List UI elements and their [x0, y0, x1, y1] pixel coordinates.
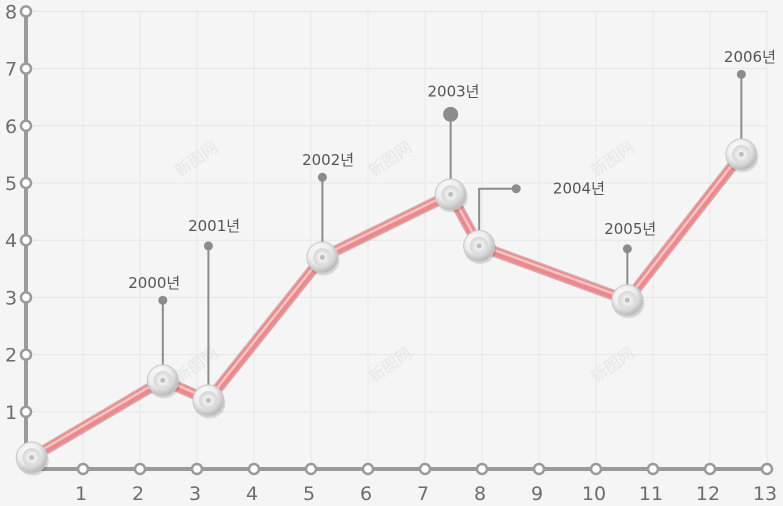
annotation-label: 2002년 [302, 151, 354, 169]
watermark-text: 新图网 [587, 137, 637, 180]
y-tick-marker [19, 176, 33, 190]
watermark-text: 新图网 [171, 137, 221, 180]
x-tick-label: 8 [474, 483, 486, 505]
y-tick-marker [19, 405, 33, 419]
data-point-center [160, 377, 166, 383]
y-tick-marker [19, 62, 33, 75]
annotation-label: 2000년 [128, 274, 180, 292]
x-tick-label: 2 [132, 483, 144, 505]
annotation-label: 2006년 [724, 48, 776, 66]
watermark-text: 新图网 [365, 343, 415, 386]
annotation-pin-dot [736, 69, 746, 79]
data-point [192, 384, 226, 419]
annotation-pin-dot [158, 295, 168, 305]
x-tick-label: 5 [303, 483, 315, 505]
y-tick-label: 2 [5, 345, 17, 367]
data-point-center [624, 297, 630, 303]
x-tick-label: 3 [189, 483, 201, 505]
x-tick-marker [760, 462, 774, 476]
annotation-label: 2001년 [188, 217, 240, 235]
data-points [15, 138, 759, 476]
y-tick-label: 6 [5, 116, 17, 138]
annotation-labels: 2000년 2001년 2002년 2003년 2004년 2005년 2006년 [128, 48, 776, 292]
y-tick-marker [19, 5, 33, 18]
annotation-label: 2005년 [604, 220, 656, 238]
x-tick-label: 6 [360, 483, 372, 505]
data-point [611, 284, 645, 319]
y-tick-label: 1 [5, 402, 17, 424]
x-tick-label: 11 [639, 483, 663, 505]
annotation-pin-dot [317, 172, 327, 182]
x-tick-marker [190, 462, 204, 476]
x-tick-marker [589, 462, 603, 476]
x-tick-label: 4 [246, 483, 258, 505]
y-tick-marker [19, 291, 33, 304]
data-point [463, 229, 497, 264]
data-point [306, 241, 340, 276]
x-tick-label: 13 [753, 483, 777, 505]
y-tick-label: 8 [5, 1, 17, 23]
x-tick-label: 7 [417, 483, 429, 505]
watermark-text: 新图网 [587, 343, 637, 386]
data-point-center [29, 455, 35, 461]
data-point [725, 138, 759, 173]
annotation-label: 2003년 [428, 82, 480, 100]
axes [19, 5, 774, 476]
y-tick-marker [19, 348, 33, 361]
x-tick-label: 10 [582, 483, 606, 505]
x-tick-marker [76, 462, 90, 476]
data-point [146, 364, 180, 399]
data-point-center [448, 191, 454, 197]
annotation-pin-dot [203, 241, 213, 251]
x-tick-label: 12 [696, 483, 720, 505]
x-tick-marker [247, 462, 261, 476]
x-tick-marker [418, 462, 432, 476]
y-tick-marker [19, 119, 33, 133]
annotation-connector [478, 187, 517, 246]
annotation-pin-dot [511, 184, 521, 194]
y-tick-label: 4 [5, 230, 17, 252]
y-tick-marker [19, 233, 33, 247]
y-tick-label: 3 [5, 287, 17, 309]
x-tick-marker [646, 462, 660, 476]
x-tick-marker [133, 462, 147, 476]
data-point-center [205, 397, 211, 403]
x-tick-label: 1 [75, 483, 87, 505]
data-point [434, 178, 468, 213]
annotation-pin-dot [443, 106, 459, 122]
grid [26, 10, 768, 469]
x-tick-marker [361, 462, 375, 476]
x-tick-marker [304, 462, 318, 476]
data-point-center [738, 151, 744, 157]
annotation-label: 2004년 [553, 180, 605, 198]
x-tick-label: 9 [531, 483, 543, 505]
data-point-center [476, 243, 482, 249]
annotation-pin-dot [622, 244, 632, 254]
data-point-center [319, 254, 325, 260]
x-tick-marker [532, 462, 546, 476]
x-tick-marker [475, 462, 489, 476]
watermark-text: 新图网 [365, 137, 415, 180]
y-tick-label: 5 [5, 173, 17, 195]
y-tick-label: 7 [5, 59, 17, 81]
data-point [15, 441, 49, 476]
x-tick-marker [703, 462, 717, 476]
